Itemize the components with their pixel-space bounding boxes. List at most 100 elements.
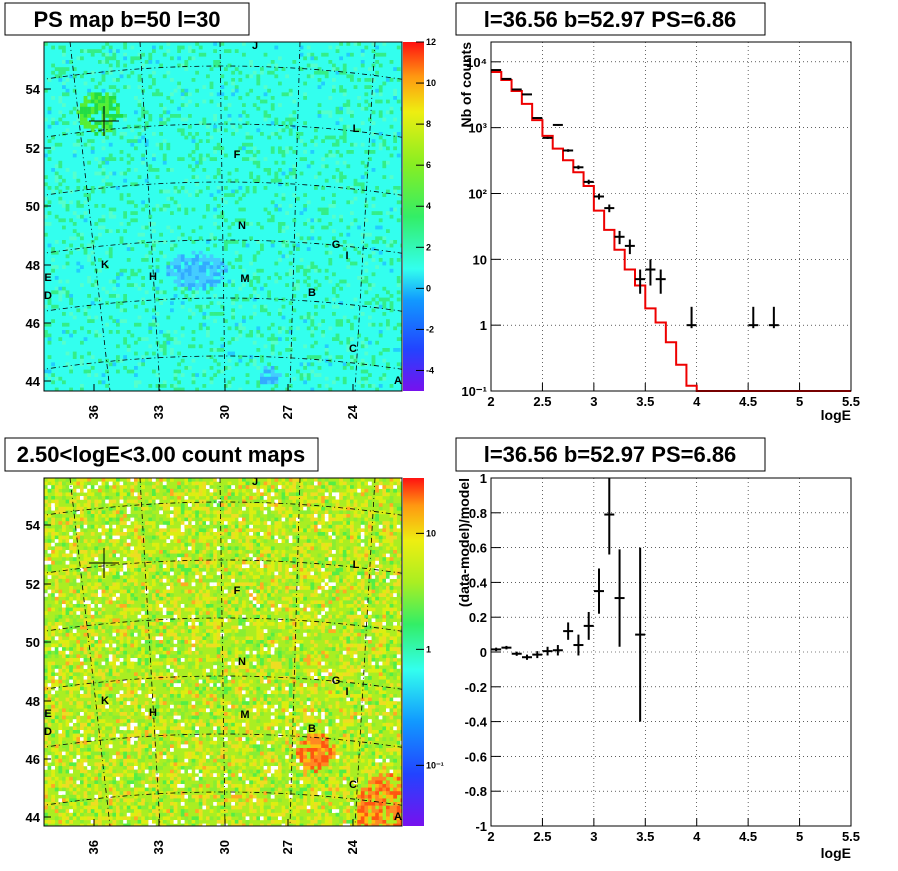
map-pixel [216, 622, 221, 626]
map-pixel [220, 564, 225, 569]
map-pixel [144, 589, 149, 594]
map-pixel [134, 564, 138, 569]
map-pixel [292, 571, 297, 576]
map-pixel [227, 326, 232, 331]
map-pixel [278, 182, 282, 187]
map-pixel [112, 618, 117, 623]
map-pixel [314, 326, 318, 331]
map-pixel [166, 568, 171, 572]
map-pixel [267, 326, 271, 331]
map-pixel [159, 593, 163, 597]
map-pixel [116, 114, 120, 118]
map-pixel [54, 535, 59, 540]
map-pixel [314, 279, 318, 284]
map-pixel [378, 593, 383, 597]
map-pixel [238, 70, 243, 75]
map-pixel [170, 211, 174, 215]
map-pixel [213, 60, 217, 64]
map-pixel [252, 596, 257, 601]
map-pixel [159, 45, 163, 50]
map-pixel [382, 622, 387, 626]
map-pixel [166, 625, 171, 630]
map-pixel [346, 110, 351, 115]
map-pixel [328, 625, 333, 630]
map-pixel [90, 532, 95, 536]
map-pixel [80, 481, 84, 486]
map-pixel [141, 128, 145, 133]
map-pixel [378, 496, 383, 500]
map-pixel [47, 297, 52, 302]
map-pixel [141, 611, 145, 615]
map-pixel [314, 535, 318, 540]
map-pixel [234, 326, 239, 331]
map-pixel [105, 135, 109, 140]
map-pixel [350, 326, 354, 331]
map-pixel [288, 114, 293, 118]
map-pixel [87, 121, 91, 125]
map-pixel [324, 481, 329, 486]
map-pixel [62, 528, 66, 533]
map-pixel [310, 542, 315, 547]
map-pixel [281, 528, 286, 533]
map-pixel [227, 366, 232, 370]
map-pixel [180, 301, 185, 305]
map-pixel [177, 380, 181, 385]
meridian-line [69, 42, 111, 391]
map-pixel [310, 575, 315, 579]
map-pixel [353, 586, 358, 590]
map-pixel [231, 124, 235, 129]
map-pixel [364, 604, 369, 608]
map-pixel [263, 557, 268, 561]
map-pixel [274, 589, 279, 594]
map-pixel [382, 160, 387, 165]
map-pixel [188, 114, 192, 118]
map-pixel [54, 376, 59, 381]
map-pixel [112, 488, 117, 493]
map-pixel [137, 625, 142, 630]
map-pixel [98, 539, 102, 543]
map-pixel [274, 539, 279, 543]
map-pixel [173, 384, 178, 388]
map-pixel [51, 560, 55, 565]
map-pixel [98, 333, 102, 338]
map-pixel [130, 128, 135, 133]
map-pixel [76, 139, 81, 143]
map-pixel [116, 517, 120, 522]
map-pixel [198, 514, 203, 518]
map-pixel [195, 88, 199, 93]
map-pixel [195, 164, 199, 169]
map-pixel [191, 478, 196, 482]
map-pixel [116, 571, 120, 576]
map-pixel [263, 157, 268, 161]
map-pixel [227, 488, 232, 493]
map-pixel [324, 528, 329, 533]
map-pixel [184, 575, 189, 579]
map-pixel [188, 568, 192, 572]
map-pixel [332, 236, 336, 241]
map-pixel [58, 99, 63, 104]
x-tick-label: 24 [345, 404, 360, 419]
map-pixel [213, 150, 217, 154]
map-pixel [58, 279, 63, 284]
map-pixel [108, 171, 113, 176]
map-pixel [360, 142, 365, 147]
map-pixel [350, 74, 354, 79]
map-pixel [184, 268, 189, 273]
map-pixel [144, 110, 149, 115]
map-pixel [245, 333, 250, 338]
map-pixel [324, 478, 329, 482]
map-pixel [346, 517, 351, 522]
map-pixel [310, 319, 315, 323]
map-pixel [177, 506, 181, 511]
map-pixel [166, 315, 171, 320]
map-pixel [130, 582, 135, 587]
map-pixel [51, 70, 55, 75]
map-pixel [195, 564, 199, 569]
map-pixel [44, 521, 48, 525]
map-pixel [123, 521, 127, 525]
map-pixel [227, 380, 232, 385]
map-pixel [83, 70, 88, 75]
map-pixel [144, 243, 149, 248]
map-pixel [314, 521, 318, 525]
map-pixel [368, 618, 372, 623]
